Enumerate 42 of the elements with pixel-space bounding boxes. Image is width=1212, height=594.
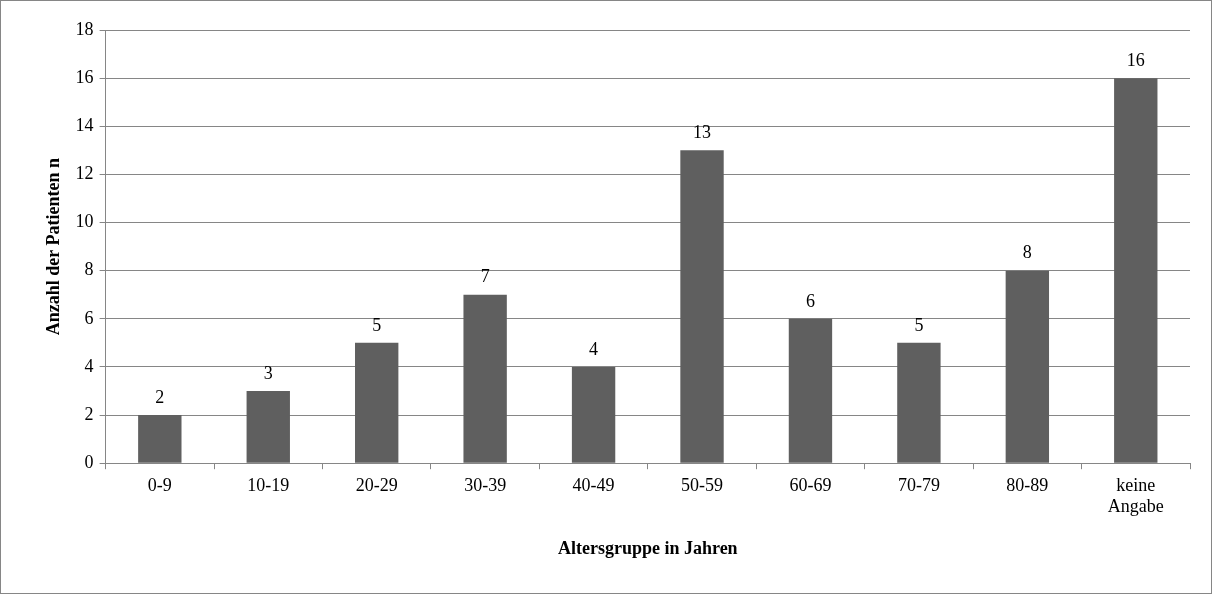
x-axis-title: Altersgruppe in Jahren: [557, 537, 738, 558]
bar: [463, 294, 507, 463]
bar: [680, 150, 724, 463]
x-tick-label: keine Angabe: [1107, 474, 1164, 517]
bar: [788, 318, 833, 463]
x-tick-label: 30-39: [464, 474, 507, 495]
data-label: 13: [693, 122, 712, 143]
x-tick-label: 10-19: [247, 474, 290, 495]
y-tick-label: 4: [84, 355, 94, 376]
y-tick-label: 12: [75, 163, 94, 184]
data-label: 2: [155, 386, 165, 407]
x-tick-label: 70-79: [897, 474, 940, 495]
bar: [138, 415, 182, 463]
y-tick-label: 0: [84, 451, 94, 472]
y-tick-label: 6: [84, 307, 94, 328]
x-tick-label: 50-59: [681, 474, 724, 495]
data-label: 3: [263, 362, 273, 383]
y-axis-title: Anzahl der Patienten n: [43, 158, 64, 336]
bar: [1005, 270, 1050, 463]
data-label: 7: [480, 266, 490, 287]
x-tick-label: 0-9: [147, 474, 172, 495]
y-tick-label: 14: [75, 115, 94, 135]
x-tick-label: 40-49: [572, 474, 615, 495]
bar: [571, 366, 616, 463]
bar: [355, 342, 399, 463]
bar: [246, 391, 290, 463]
data-label: 5: [372, 314, 382, 335]
data-label: 16: [1126, 49, 1145, 70]
data-label: 4: [589, 338, 599, 359]
y-tick-label: 16: [75, 66, 94, 87]
x-tick-label: 60-69: [789, 474, 832, 495]
y-tick-label: 2: [84, 403, 94, 424]
data-label: 8: [1022, 242, 1032, 263]
x-tick-label: 80-89: [1006, 474, 1049, 495]
bar: [1114, 78, 1158, 463]
y-tick-label: 8: [84, 259, 94, 280]
x-tick-label: 20-29: [355, 474, 398, 495]
bar: [897, 342, 941, 463]
y-tick-label: 18: [75, 18, 94, 39]
data-label: 6: [805, 290, 815, 311]
y-tick-label: 10: [75, 211, 94, 232]
data-label: 5: [914, 314, 924, 335]
